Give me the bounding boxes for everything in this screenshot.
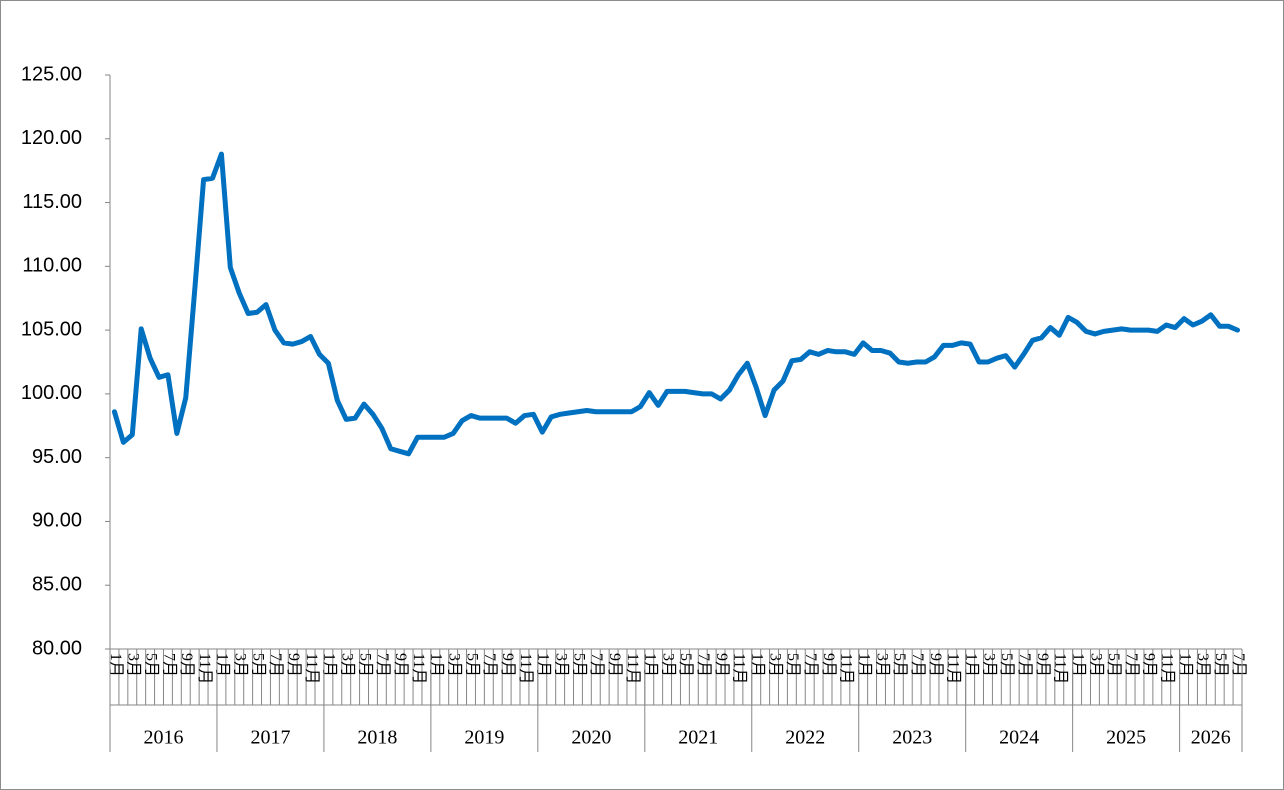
x-tick-label: 3月 [339,653,356,677]
x-tick-label: 11月 [1052,653,1069,684]
x-tick-label: 9月 [178,653,195,677]
x-group-label: 2025 [1106,727,1146,749]
x-tick-label: 5月 [784,653,801,677]
x-tick-label: 1月 [428,653,445,677]
x-tick-label: 11月 [517,653,534,684]
x-tick-label: 9月 [499,653,516,677]
x-tick-label: 11月 [303,653,320,684]
x-tick-label: 3月 [659,653,676,677]
y-tick-label: 110.00 [22,255,82,277]
x-tick-label: 9月 [820,653,837,677]
x-tick-label: 9月 [1141,653,1158,677]
x-tick-label: 11月 [838,653,855,684]
y-tick-label: 80.00 [32,637,82,659]
x-tick-label: 7月 [695,653,712,677]
x-group-label: 2019 [464,727,504,749]
data-line [111,151,1241,457]
x-tick-label: 11月 [624,653,641,684]
x-tick-label: 5月 [249,653,266,677]
x-tick-label: 11月 [731,653,748,684]
y-tick-label: 95.00 [32,446,82,468]
x-tick-label: 3月 [873,653,890,677]
x-tick-label: 1月 [962,653,979,677]
x-group-label: 2020 [571,727,611,749]
y-tick-label: 105.00 [21,318,82,340]
x-tick-label: 7月 [909,653,926,677]
y-tick-label: 100.00 [21,382,82,404]
x-tick-label: 3月 [1194,653,1211,677]
x-group-label: 2017 [250,727,290,749]
y-tick-label: 115.00 [22,191,82,213]
x-tick-label: 9月 [392,653,409,677]
x-tick-label: 7月 [374,653,391,677]
x-group-label: 2021 [678,727,718,749]
x-group-label: 2018 [357,727,397,749]
x-tick-label: 1月 [107,653,124,677]
x-tick-label: 5月 [998,653,1015,677]
x-tick-label: 9月 [713,653,730,677]
x-tick-label: 3月 [766,653,783,677]
x-tick-label: 5月 [142,653,159,677]
x-tick-label: 3月 [445,653,462,677]
x-tick-label: 1月 [1069,653,1086,677]
x-tick-label: 7月 [1123,653,1140,677]
x-tick-label: 7月 [1016,653,1033,677]
x-tick-label: 1月 [535,653,552,677]
x-tick-label: 11月 [945,653,962,684]
x-tick-label: 5月 [1105,653,1122,677]
x-tick-label: 5月 [356,653,373,677]
x-tick-label: 11月 [410,653,427,684]
x-tick-label: 9月 [606,653,623,677]
x-group-label: 2026 [1191,727,1231,749]
x-tick-label: 5月 [570,653,587,677]
x-tick-label: 3月 [980,653,997,677]
x-tick-label: 9月 [1034,653,1051,677]
x-group-label: 2024 [999,727,1039,749]
x-tick-label: 1月 [642,653,659,677]
x-tick-label: 5月 [677,653,694,677]
x-tick-label: 7月 [160,653,177,677]
x-tick-label: 1月 [856,653,873,677]
x-tick-label: 9月 [285,653,302,677]
x-tick-label: 7月 [267,653,284,677]
y-tick-label: 125.00 [21,63,82,85]
x-tick-label: 5月 [891,653,908,677]
x-tick-label: 5月 [1212,653,1229,677]
y-tick-label: 90.00 [32,510,82,532]
x-tick-label: 11月 [1159,653,1176,684]
x-tick-label: 1月 [321,653,338,677]
x-tick-label: 11月 [196,653,213,684]
x-tick-label: 3月 [1087,653,1104,677]
x-tick-label: 7月 [1230,653,1247,677]
y-tick-label: 120.00 [21,127,82,149]
x-tick-label: 9月 [927,653,944,677]
x-tick-label: 3月 [232,653,249,677]
x-tick-label: 1月 [214,653,231,677]
x-tick-label: 7月 [802,653,819,677]
x-group-label: 2022 [785,727,825,749]
x-tick-label: 7月 [481,653,498,677]
x-group-label: 2016 [143,727,183,749]
x-tick-label: 7月 [588,653,605,677]
x-tick-label: 5月 [463,653,480,677]
y-tick-label: 85.00 [32,574,82,596]
x-tick-label: 1月 [1176,653,1193,677]
x-tick-label: 3月 [125,653,142,677]
x-tick-label: 3月 [552,653,569,677]
x-group-label: 2023 [892,727,932,749]
x-tick-label: 1月 [749,653,766,677]
